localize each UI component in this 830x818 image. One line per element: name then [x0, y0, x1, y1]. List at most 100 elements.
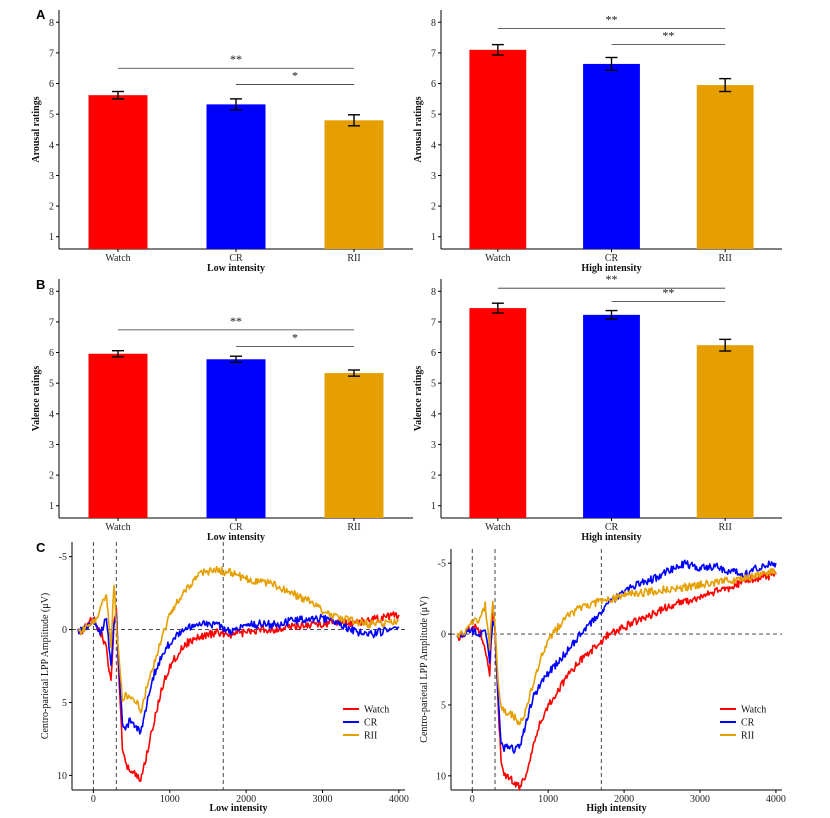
series-line-watch — [77, 607, 400, 783]
y-tick-label: 1 — [431, 232, 436, 243]
y-tick-label: 4 — [49, 140, 54, 151]
y-axis-title: Centro-parietal LPP Amplitude (μV) — [419, 596, 430, 742]
bar-watch — [469, 308, 527, 518]
y-tick-label: 7 — [49, 317, 54, 328]
bar-rii — [696, 345, 754, 518]
x-axis-title: Low intensity — [209, 803, 267, 814]
y-tick-label: 4 — [431, 140, 436, 151]
x-tick-label: 0 — [470, 794, 475, 805]
y-axis-title: Valence ratings — [31, 366, 42, 432]
bar-cr — [206, 104, 266, 249]
legend-label: CR — [364, 718, 378, 729]
y-tick-label: 7 — [49, 48, 54, 59]
y-tick-label: 8 — [49, 287, 54, 298]
chart-arousal-high: 1 2 3 4 5 6 7 8 Watch CR RII High intensity Arousal … — [413, 10, 782, 274]
x-tick-label: Watch — [105, 253, 130, 264]
panel-label-c: C — [36, 540, 46, 555]
x-tick-label: 3000 — [313, 794, 333, 805]
x-tick-label: 3000 — [690, 794, 710, 805]
y-tick-label: 7 — [431, 317, 436, 328]
y-tick-label: 1 — [431, 501, 436, 512]
y-axis-title: Arousal ratings — [413, 96, 424, 162]
x-tick-label: CR — [605, 522, 619, 533]
x-tick-label: CR — [229, 522, 243, 533]
panel-label-a: A — [36, 7, 46, 22]
significance-label: * — [292, 330, 298, 344]
x-tick-label: 1000 — [160, 794, 180, 805]
y-tick-label: 3 — [49, 440, 54, 451]
x-tick-label: 4000 — [766, 794, 786, 805]
bar-cr — [583, 63, 640, 249]
y-tick-label: 8 — [431, 18, 436, 29]
y-axis-title: Centro-parietal LPP Amplitude (μV) — [40, 593, 51, 739]
bar-rii — [324, 373, 384, 518]
panel-label-b: B — [36, 277, 45, 292]
x-tick-label: Watch — [105, 522, 130, 533]
y-tick-label: 5 — [431, 379, 436, 390]
y-tick-label: 5 — [62, 698, 67, 709]
legend-label: CR — [741, 718, 755, 729]
y-tick-label: 4 — [49, 409, 54, 420]
bar-cr — [206, 359, 266, 518]
y-tick-label: 5 — [441, 700, 446, 711]
y-tick-label: 4 — [431, 409, 436, 420]
x-tick-label: RII — [718, 253, 731, 264]
x-axis-title: High intensity — [581, 263, 641, 274]
y-tick-label: 2 — [49, 202, 54, 213]
legend-label: Watch — [364, 705, 389, 716]
x-tick-label: RII — [718, 522, 731, 533]
x-axis-title: High intensity — [581, 532, 641, 543]
chart-arousal-low: 1 2 3 4 5 6 7 8 Watch CR RII Low intensity Arousal r… — [31, 10, 413, 274]
y-tick-label: 10 — [57, 771, 67, 782]
x-tick-label: 2000 — [236, 794, 256, 805]
y-tick-label: 1 — [49, 501, 54, 512]
x-tick-label: CR — [229, 253, 243, 264]
y-tick-label: 6 — [431, 79, 436, 90]
significance-label: ** — [606, 272, 618, 286]
y-tick-label: 8 — [49, 18, 54, 29]
y-tick-label: 5 — [49, 379, 54, 390]
bar-watch — [88, 353, 148, 518]
legend-label: RII — [741, 731, 754, 742]
chart-valence-low: 1 2 3 4 5 6 7 8 Watch CR RII Low intensity Valence r… — [31, 279, 413, 543]
y-tick-label: 5 — [431, 110, 436, 121]
y-tick-label: 3 — [49, 171, 54, 182]
series-line-watch — [456, 570, 777, 791]
significance-label: ** — [230, 314, 242, 328]
y-tick-label: 0 — [62, 625, 67, 636]
y-axis-title: Arousal ratings — [31, 96, 42, 162]
x-tick-label: RII — [347, 522, 360, 533]
legend-label: Watch — [741, 705, 766, 716]
y-tick-label: 2 — [431, 202, 436, 213]
series-line-rii — [456, 567, 777, 726]
y-tick-label: 2 — [49, 471, 54, 482]
y-tick-label: 2 — [431, 471, 436, 482]
y-tick-label: 8 — [431, 287, 436, 298]
legend-label: RII — [364, 731, 377, 742]
y-tick-label: -5 — [438, 559, 446, 570]
y-tick-label: 5 — [49, 110, 54, 121]
y-tick-label: 6 — [49, 348, 54, 359]
x-tick-label: 1000 — [538, 794, 558, 805]
x-tick-label: Watch — [485, 253, 510, 264]
bar-watch — [469, 49, 527, 250]
x-tick-label: Watch — [485, 522, 510, 533]
y-tick-label: 3 — [431, 440, 436, 451]
x-axis-title: Low intensity — [207, 263, 265, 274]
x-tick-label: CR — [605, 253, 619, 264]
x-tick-label: 2000 — [614, 794, 634, 805]
x-axis-title: Low intensity — [207, 532, 265, 543]
x-axis-title: High intensity — [586, 803, 646, 814]
y-tick-label: 3 — [431, 171, 436, 182]
significance-label: ** — [662, 29, 674, 43]
y-axis-title: Valence ratings — [413, 366, 424, 432]
significance-label: ** — [662, 285, 674, 299]
bar-rii — [324, 120, 384, 249]
y-tick-label: 10 — [436, 771, 446, 782]
y-tick-label: -5 — [59, 552, 67, 563]
significance-label: * — [292, 68, 298, 82]
significance-label: ** — [606, 12, 618, 26]
y-tick-label: 0 — [441, 630, 446, 641]
significance-label: ** — [230, 52, 242, 66]
